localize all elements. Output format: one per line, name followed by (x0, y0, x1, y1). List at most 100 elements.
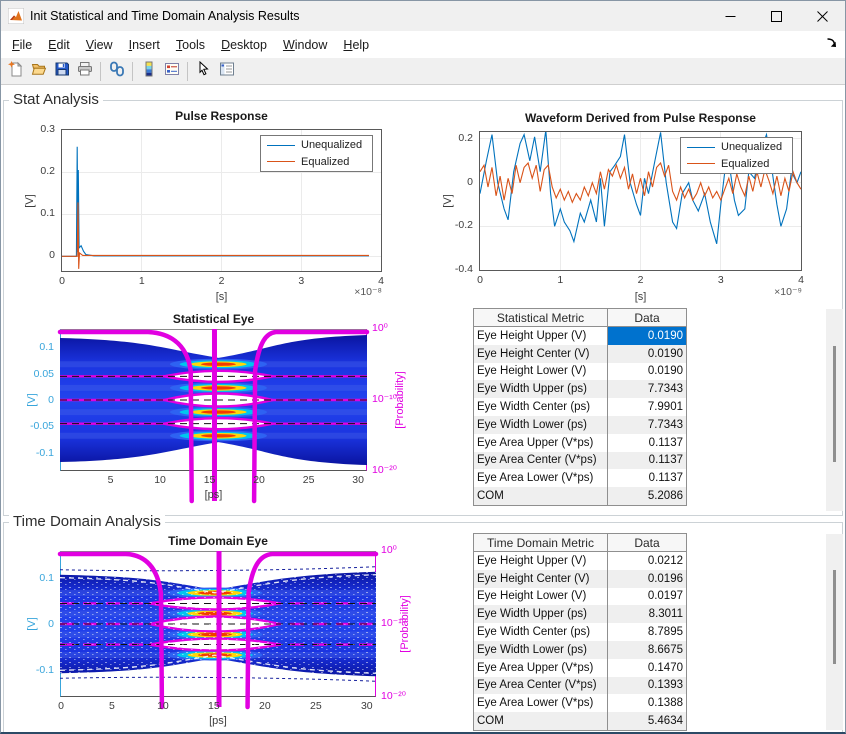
metric-name-cell[interactable]: Eye Area Lower (V*ps) (474, 469, 608, 487)
toolbar-separator (100, 62, 101, 81)
legend-box[interactable]: UnequalizedEqualized (260, 135, 373, 172)
y-axis-label: [V] (26, 393, 38, 406)
metric-name-cell[interactable]: Eye Area Lower (V*ps) (474, 694, 608, 712)
metric-value-cell[interactable]: 7.7343 (608, 380, 687, 398)
menu-item-insert[interactable]: Insert (121, 35, 168, 55)
metric-value-cell[interactable]: 0.1470 (608, 659, 687, 677)
metric-value-cell[interactable]: 0.0196 (608, 570, 687, 588)
table-row: Eye Height Center (V)0.0190 (474, 345, 687, 363)
column-header[interactable]: Data (608, 534, 687, 552)
metric-name-cell[interactable]: COM (474, 487, 608, 505)
tick-label: 20 (239, 474, 279, 486)
metric-value-cell[interactable]: 0.0212 (608, 552, 687, 570)
legend-box[interactable]: UnequalizedEqualized (680, 137, 793, 174)
table-row: Eye Height Center (V)0.0196 (474, 570, 687, 588)
column-header[interactable]: Time Domain Metric (474, 534, 608, 552)
stat-table-scrollbar-thumb[interactable] (833, 346, 836, 462)
tick-label: -0.1 (12, 447, 54, 459)
column-header[interactable]: Data (608, 309, 687, 327)
tick-label: 25 (289, 474, 329, 486)
menu-item-help[interactable]: Help (335, 35, 377, 55)
metric-name-cell[interactable]: Eye Area Center (V*ps) (474, 677, 608, 695)
table-row: Eye Area Lower (V*ps)0.1388 (474, 694, 687, 712)
x-axis-label: [ps] (60, 489, 367, 501)
metric-name-cell[interactable]: Eye Height Upper (V) (474, 327, 608, 345)
dock-figure-icon[interactable] (825, 36, 838, 54)
metric-name-cell[interactable]: Eye Area Center (V*ps) (474, 452, 608, 470)
open-property-inspector-button[interactable] (215, 60, 238, 83)
axis-multiplier: ×10⁻⁹ (742, 286, 802, 298)
menu-item-desktop[interactable]: Desktop (213, 35, 275, 55)
eye-diagram (60, 551, 376, 707)
column-header[interactable]: Statistical Metric (474, 309, 608, 327)
time-domain-table-scrollbar[interactable] (826, 534, 843, 730)
metric-value-cell[interactable]: 0.0190 (608, 327, 687, 345)
menu-item-file[interactable]: File (4, 35, 40, 55)
table-row: Eye Area Center (V*ps)0.1393 (474, 677, 687, 695)
metric-value-cell[interactable]: 0.0190 (608, 363, 687, 381)
metric-value-cell[interactable]: 7.7343 (608, 416, 687, 434)
metric-value-cell[interactable]: 0.1388 (608, 694, 687, 712)
metric-name-cell[interactable]: Eye Width Center (ps) (474, 398, 608, 416)
menu-item-edit[interactable]: Edit (40, 35, 78, 55)
edit-plot-button[interactable] (192, 60, 215, 83)
metric-value-cell[interactable]: 7.9901 (608, 398, 687, 416)
metric-name-cell[interactable]: Eye Width Lower (ps) (474, 641, 608, 659)
close-button[interactable] (799, 1, 845, 31)
metric-name-cell[interactable]: Eye Width Upper (ps) (474, 605, 608, 623)
metric-name-cell[interactable]: Eye Height Upper (V) (474, 552, 608, 570)
tick-label: 30 (347, 700, 387, 712)
metric-value-cell[interactable]: 8.3011 (608, 605, 687, 623)
metric-name-cell[interactable]: COM (474, 712, 608, 730)
legend-line-sample (267, 161, 295, 162)
open-file-button[interactable] (27, 60, 50, 83)
metric-name-cell[interactable]: Eye Height Center (V) (474, 345, 608, 363)
table-row: Eye Height Upper (V)0.0212 (474, 552, 687, 570)
metric-value-cell[interactable]: 0.1137 (608, 434, 687, 452)
tick-label: 5 (91, 474, 131, 486)
metric-value-cell[interactable]: 0.0197 (608, 588, 687, 606)
metric-name-cell[interactable]: Eye Width Upper (ps) (474, 380, 608, 398)
metric-value-cell[interactable]: 5.2086 (608, 487, 687, 505)
tick-label: 10⁻²⁰ (381, 690, 425, 702)
metric-value-cell[interactable]: 8.7895 (608, 623, 687, 641)
menu-item-window[interactable]: Window (275, 35, 335, 55)
new-figure-button[interactable] (4, 60, 27, 83)
metric-name-cell[interactable]: Eye Width Center (ps) (474, 623, 608, 641)
tick-label: 1 (540, 274, 580, 286)
table-row: Eye Width Lower (ps)8.6675 (474, 641, 687, 659)
plot-title: Time Domain Eye (60, 534, 376, 548)
save-figure-button[interactable] (50, 60, 73, 83)
print-figure-button[interactable] (73, 60, 96, 83)
tick-label: -0.05 (12, 420, 54, 432)
tick-label: 0 (41, 700, 81, 712)
metric-value-cell[interactable]: 8.6675 (608, 641, 687, 659)
table-row: Eye Width Lower (ps)7.7343 (474, 416, 687, 434)
open-property-inspector-icon (219, 61, 235, 82)
metric-name-cell[interactable]: Eye Width Lower (ps) (474, 416, 608, 434)
insert-colorbar-button[interactable] (137, 60, 160, 83)
legend-entry: Equalized (681, 156, 792, 171)
metric-name-cell[interactable]: Eye Height Lower (V) (474, 588, 608, 606)
time-domain-table-scrollbar-thumb[interactable] (833, 570, 836, 664)
metric-name-cell[interactable]: Eye Area Upper (V*ps) (474, 659, 608, 677)
insert-legend-button[interactable] (160, 60, 183, 83)
minimize-button[interactable] (707, 1, 753, 31)
menu-item-view[interactable]: View (78, 35, 121, 55)
link-plot-button[interactable] (105, 60, 128, 83)
metric-value-cell[interactable]: 0.1137 (608, 469, 687, 487)
stat-panel-title: Stat Analysis (9, 91, 103, 108)
metric-name-cell[interactable]: Eye Height Center (V) (474, 570, 608, 588)
metric-value-cell[interactable]: 5.4634 (608, 712, 687, 730)
metric-value-cell[interactable]: 0.1393 (608, 677, 687, 695)
maximize-button[interactable] (753, 1, 799, 31)
stat-table-scrollbar[interactable] (826, 309, 843, 511)
metric-name-cell[interactable]: Eye Height Lower (V) (474, 363, 608, 381)
table-row: Eye Width Upper (ps)8.3011 (474, 605, 687, 623)
metric-value-cell[interactable]: 0.0190 (608, 345, 687, 363)
menu-item-tools[interactable]: Tools (168, 35, 213, 55)
metric-name-cell[interactable]: Eye Area Upper (V*ps) (474, 434, 608, 452)
matlab-figure-window: Init Statistical and Time Domain Analysi… (0, 0, 846, 734)
title-bar[interactable]: Init Statistical and Time Domain Analysi… (1, 1, 845, 31)
metric-value-cell[interactable]: 0.1137 (608, 452, 687, 470)
